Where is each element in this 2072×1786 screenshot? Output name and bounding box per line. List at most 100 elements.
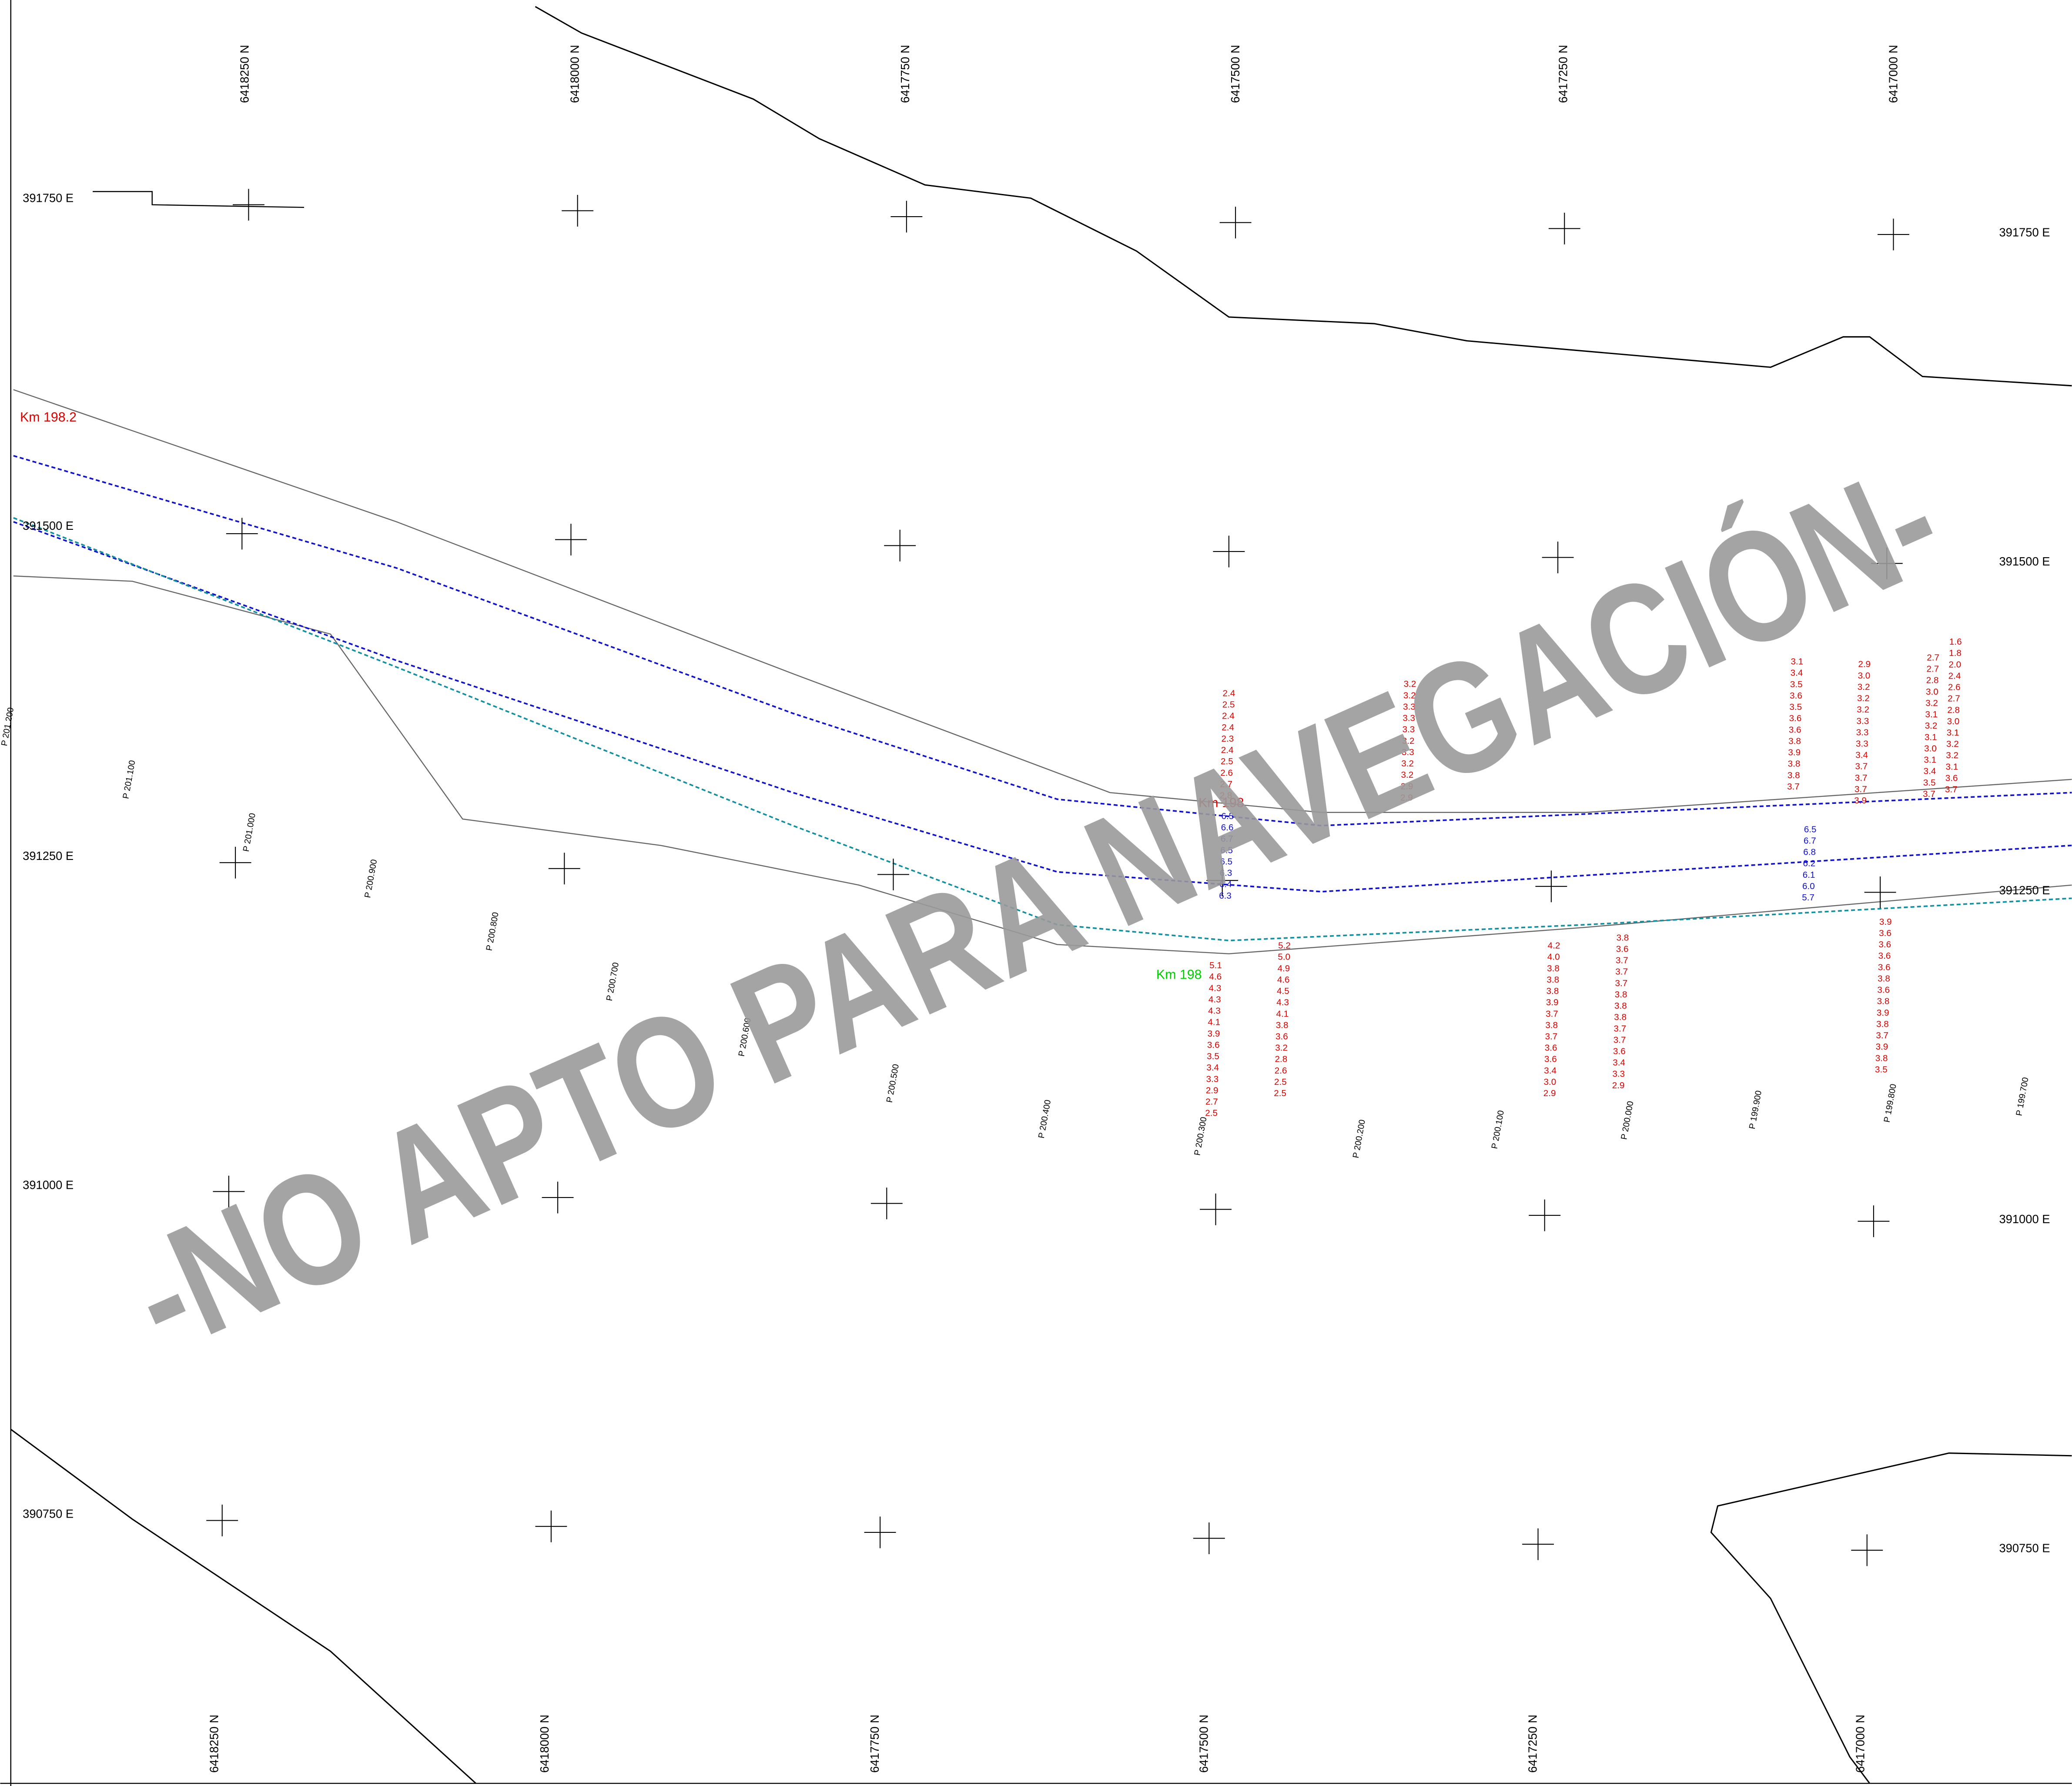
sounding: 4.3 [1209, 983, 1222, 993]
grid-cross [1864, 876, 1896, 908]
sounding: 3.8 [1614, 1001, 1627, 1011]
grid-cross [864, 1516, 896, 1549]
sounding: 4.0 [1547, 952, 1560, 962]
sounding: 6.7 [1221, 834, 1233, 844]
sounding: 2.9 [1401, 781, 1413, 791]
sounding: 3.1 [1946, 762, 1958, 772]
sounding: 3.2 [1275, 1043, 1288, 1053]
sounding: 3.3 [1206, 1074, 1219, 1084]
sounding: 3.6 [1789, 725, 1801, 735]
sounding: 2.4 [1221, 745, 1234, 755]
easting-label: 390750 E [1999, 1541, 2050, 1555]
grid-cross [233, 189, 264, 221]
sounding: 3.4 [1924, 766, 1936, 776]
channel-edge [13, 389, 2072, 813]
sounding: 4.6 [1277, 975, 1290, 985]
easting-label: 391500 E [1999, 555, 2050, 568]
sounding: 3.1 [1947, 728, 1959, 738]
grid-cross [1206, 864, 1239, 896]
sounding: 3.3 [1856, 739, 1868, 749]
sounding: 3.3 [1403, 702, 1416, 712]
coastline [10, 1428, 476, 1784]
sounding: 2.9 [1612, 1080, 1625, 1090]
sounding: 3.7 [1615, 978, 1628, 988]
sounding: 3.6 [1878, 962, 1891, 972]
soundings: 1.61.82.02.42.62.72.83.03.13.23.23.13.63… [1205, 637, 1962, 1118]
sounding: 2.4 [1223, 688, 1235, 698]
easting-label: 391250 E [23, 849, 74, 863]
grid-cross [890, 201, 923, 233]
sounding: 3.6 [1613, 1047, 1626, 1057]
sounding: 3.9 [1854, 796, 1867, 806]
channel-axis [13, 517, 2072, 942]
sounding: 3.0 [1926, 687, 1938, 697]
sounding: 1.6 [1949, 637, 1962, 647]
sounding: 6.2 [1803, 859, 1816, 869]
easting-label: 390750 E [23, 1507, 74, 1520]
sounding: 2.9 [1858, 659, 1871, 669]
sounding: 3.8 [1615, 990, 1627, 1000]
sounding: 2.8 [1947, 705, 1960, 715]
sounding: 6.7 [1804, 836, 1816, 846]
sounding: 3.5 [1875, 1064, 1888, 1074]
sounding: 2.5 [1205, 1108, 1218, 1118]
sounding: 3.6 [1790, 691, 1802, 701]
channel-edge [13, 575, 2072, 954]
sounding: 3.9 [1877, 1008, 1889, 1018]
sounding: 4.3 [1208, 1006, 1221, 1016]
sounding: 6.1 [1803, 870, 1815, 880]
sounding: 3.5 [1923, 778, 1936, 788]
sounding: 3.8 [1617, 933, 1629, 943]
sounding: 3.9 [1788, 748, 1801, 758]
km-marker: Km 198 [1156, 967, 1202, 982]
sounding: 3.2 [1857, 693, 1870, 703]
sounding: 3.6 [1545, 1043, 1557, 1053]
sounding: 3.6 [1544, 1054, 1557, 1064]
grid-cross [226, 518, 258, 550]
grid-cross [1535, 870, 1567, 903]
grid-cross [884, 529, 916, 562]
sounding: 2.8 [1275, 1054, 1288, 1064]
easting-label: 391000 E [23, 1178, 74, 1191]
sounding: 3.2 [1946, 739, 1959, 749]
sounding: 3.8 [1878, 973, 1890, 983]
sounding: 3.5 [1789, 702, 1802, 712]
km-marker: Km 198 [1198, 796, 1244, 810]
coastline [1710, 1452, 2072, 1784]
sounding: 3.8 [1545, 1020, 1558, 1030]
channel-axis [13, 455, 2072, 826]
sounding: 6.6 [1221, 823, 1234, 833]
sounding: 3.2 [1858, 682, 1870, 692]
sounding: 3.8 [1876, 1019, 1889, 1029]
sounding: 2.4 [1222, 711, 1235, 721]
grid-crosses [206, 189, 1909, 1566]
sounding: 3.7 [1613, 1035, 1626, 1045]
sounding: 3.4 [1613, 1058, 1625, 1068]
sounding: 3.8 [1614, 1012, 1627, 1022]
grid-cross [1193, 1522, 1225, 1555]
sounding: 3.2 [1857, 705, 1869, 715]
sounding: 3.2 [1925, 721, 1938, 731]
grid-cross [1219, 207, 1252, 239]
easting-label: 391750 E [23, 191, 74, 205]
easting-label: 391250 E [1999, 883, 2050, 897]
sounding: 2.9 [1400, 793, 1413, 803]
sounding: 2.5 [1222, 700, 1235, 710]
sounding: 4.1 [1208, 1017, 1220, 1027]
sounding: 4.3 [1208, 994, 1221, 1004]
northing-label: 6417000 N [1854, 1715, 1867, 1773]
sounding: 2.6 [1220, 768, 1233, 778]
northing-label: 6417750 N [898, 45, 912, 103]
grid-cross [1522, 1528, 1554, 1560]
grid-cross [877, 859, 909, 890]
grid-cross [562, 194, 594, 227]
sounding: 3.6 [1616, 944, 1629, 954]
sounding: 3.6 [1789, 713, 1802, 723]
grid-cross [1213, 535, 1245, 568]
sounding: 2.5 [1274, 1077, 1287, 1087]
sounding: 4.1 [1276, 1009, 1289, 1019]
sounding: 3.1 [1925, 732, 1937, 742]
northing-label: 6417750 N [868, 1715, 881, 1773]
